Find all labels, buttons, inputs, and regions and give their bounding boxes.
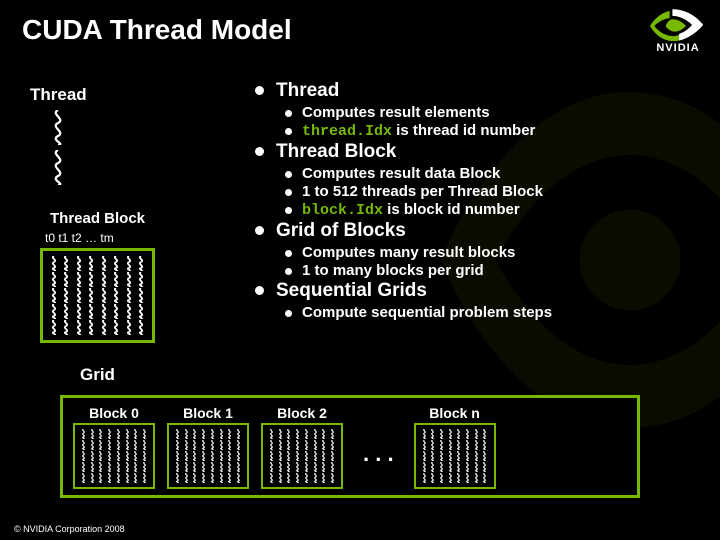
left-grid-label: Grid bbox=[80, 365, 115, 385]
bullet-text: Thread Block bbox=[276, 141, 396, 163]
bullet-dot-icon bbox=[285, 250, 292, 257]
bullet-text: Thread bbox=[276, 80, 339, 102]
bullet-dot-icon bbox=[285, 268, 292, 275]
bullet-level-1: Grid of Blocks bbox=[255, 220, 695, 242]
bullet-dot-icon bbox=[255, 86, 264, 95]
grid-block: Block 2 bbox=[261, 405, 343, 489]
grid-block: Block 1 bbox=[167, 405, 249, 489]
left-thread-label: Thread bbox=[30, 85, 87, 105]
bullet-dot-icon bbox=[285, 189, 292, 196]
bullet-text: thread.Idx is thread id number bbox=[302, 122, 535, 140]
grid-block: Block 0 bbox=[73, 405, 155, 489]
bullet-text: Compute sequential problem steps bbox=[302, 304, 552, 321]
bullet-text: Computes many result blocks bbox=[302, 244, 515, 261]
thread-squiggle-icon bbox=[48, 150, 68, 185]
left-block-label: Thread Block bbox=[50, 210, 145, 227]
slide-title: CUDA Thread Model bbox=[22, 14, 292, 46]
bullet-dot-icon bbox=[255, 286, 264, 295]
bullet-dot-icon bbox=[285, 310, 292, 317]
bullet-dot-icon bbox=[255, 226, 264, 235]
bullet-text: 1 to 512 threads per Thread Block bbox=[302, 183, 543, 200]
bullet-list: Thread Computes result elements thread.I… bbox=[255, 80, 695, 322]
bullet-level-1: Thread bbox=[255, 80, 695, 102]
grid-block-box bbox=[167, 423, 249, 489]
grid-block-label: Block n bbox=[429, 405, 480, 421]
bullet-dot-icon bbox=[285, 110, 292, 117]
bullet-level-1: Sequential Grids bbox=[255, 280, 695, 302]
bullet-level-2: Computes result elements bbox=[285, 104, 695, 121]
nvidia-eye-icon bbox=[650, 8, 706, 44]
bullet-level-2: Computes many result blocks bbox=[285, 244, 695, 261]
nvidia-logo: NVIDIA bbox=[650, 8, 706, 54]
bullet-level-1: Thread Block bbox=[255, 141, 695, 163]
thread-block-diagram bbox=[40, 248, 155, 343]
bullet-text: Sequential Grids bbox=[276, 280, 427, 302]
left-block-tlabels: t0 t1 t2 … tm bbox=[45, 231, 114, 245]
bullet-text: block.Idx is block id number bbox=[302, 201, 520, 219]
ellipsis-text: . . . bbox=[355, 441, 402, 467]
bullet-level-2: Compute sequential problem steps bbox=[285, 304, 695, 321]
bullet-level-2: 1 to 512 threads per Thread Block bbox=[285, 183, 695, 200]
grid-block: Block n bbox=[414, 405, 496, 489]
bullet-dot-icon bbox=[285, 171, 292, 178]
bullet-level-2: block.Idx is block id number bbox=[285, 201, 695, 219]
bullet-text: Grid of Blocks bbox=[276, 220, 406, 242]
grid-block-box bbox=[73, 423, 155, 489]
bullet-level-2: Computes result data Block bbox=[285, 165, 695, 182]
nvidia-logo-text: NVIDIA bbox=[656, 42, 699, 54]
bullet-level-2: 1 to many blocks per grid bbox=[285, 262, 695, 279]
grid-block-box bbox=[414, 423, 496, 489]
grid-block-box bbox=[261, 423, 343, 489]
grid-block-label: Block 2 bbox=[277, 405, 327, 421]
bullet-dot-icon bbox=[285, 128, 292, 135]
bullet-dot-icon bbox=[255, 147, 264, 156]
grid-block-label: Block 1 bbox=[183, 405, 233, 421]
bullet-text: Computes result data Block bbox=[302, 165, 500, 182]
grid-of-blocks-diagram: Block 0 bbox=[60, 395, 640, 498]
bullet-level-2: thread.Idx is thread id number bbox=[285, 122, 695, 140]
grid-block-label: Block 0 bbox=[89, 405, 139, 421]
copyright-text: © NVIDIA Corporation 2008 bbox=[14, 524, 125, 534]
bullet-text: 1 to many blocks per grid bbox=[302, 262, 484, 279]
thread-squiggle-icon bbox=[48, 110, 68, 145]
bullet-dot-icon bbox=[285, 207, 292, 214]
bullet-text: Computes result elements bbox=[302, 104, 490, 121]
